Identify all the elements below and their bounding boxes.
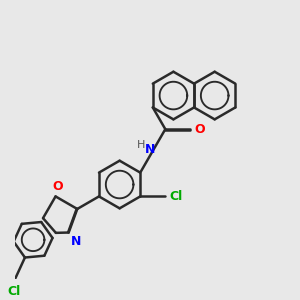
Text: H: H: [137, 140, 146, 150]
Text: N: N: [145, 143, 155, 156]
Text: Cl: Cl: [169, 190, 182, 203]
Text: O: O: [53, 180, 63, 193]
Text: O: O: [194, 123, 205, 136]
Text: N: N: [71, 235, 82, 248]
Text: Cl: Cl: [8, 285, 21, 298]
